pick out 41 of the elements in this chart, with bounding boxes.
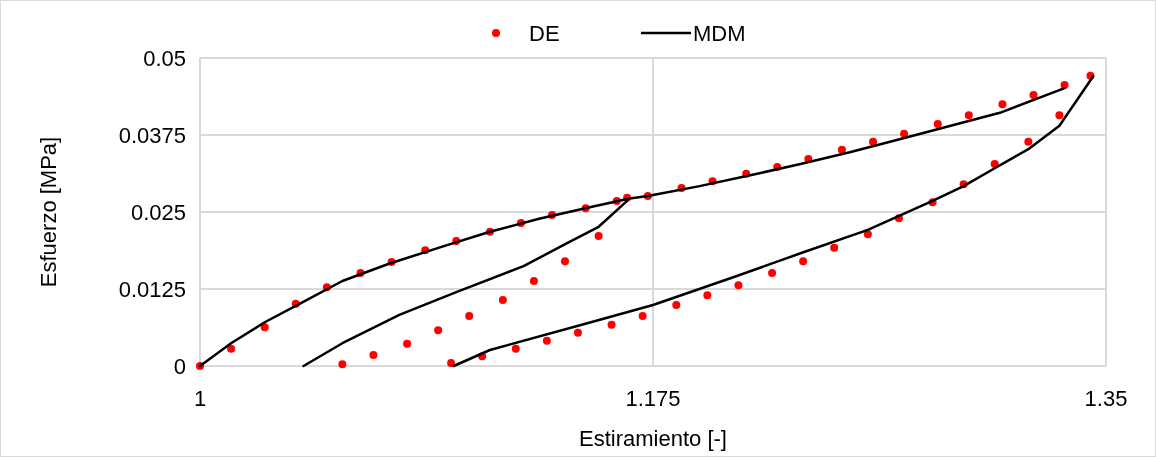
point [672, 301, 681, 310]
point [1024, 137, 1033, 146]
point [369, 350, 378, 359]
legend-label: MDM [693, 20, 746, 46]
point [447, 358, 456, 367]
point [933, 119, 942, 128]
x-axis-title: Estiramiento [-] [579, 426, 727, 451]
y-axis-title: Esfuerzo [MPa] [36, 136, 61, 288]
legend-label: DE [529, 20, 560, 46]
point [594, 232, 603, 241]
point [734, 281, 743, 290]
point [1029, 90, 1038, 99]
point [964, 111, 973, 120]
y-tick-label: 0 [173, 353, 186, 379]
y-tick-label: 0.025 [130, 199, 186, 225]
point [560, 257, 569, 266]
point [607, 320, 616, 329]
point [703, 291, 712, 300]
point [403, 339, 412, 348]
point [338, 360, 347, 369]
point [465, 312, 474, 321]
point [542, 336, 551, 345]
point [998, 100, 1007, 109]
point [830, 243, 839, 252]
x-tick-label: 1.175 [625, 386, 681, 411]
x-tick-label: 1 [193, 386, 207, 411]
point [573, 328, 582, 337]
point [768, 268, 777, 277]
x-tick-label: 1.35 [1084, 386, 1128, 411]
point [638, 312, 647, 321]
point [529, 276, 538, 285]
point [799, 257, 808, 266]
y-tick-label: 0.05 [143, 45, 186, 71]
point [498, 296, 507, 305]
y-tick-label: 0.0125 [118, 276, 186, 302]
point [434, 326, 443, 335]
point [227, 344, 236, 353]
point [1055, 111, 1064, 120]
y-tick-label: 0.0375 [118, 122, 186, 148]
point [511, 344, 520, 353]
point [260, 323, 269, 332]
